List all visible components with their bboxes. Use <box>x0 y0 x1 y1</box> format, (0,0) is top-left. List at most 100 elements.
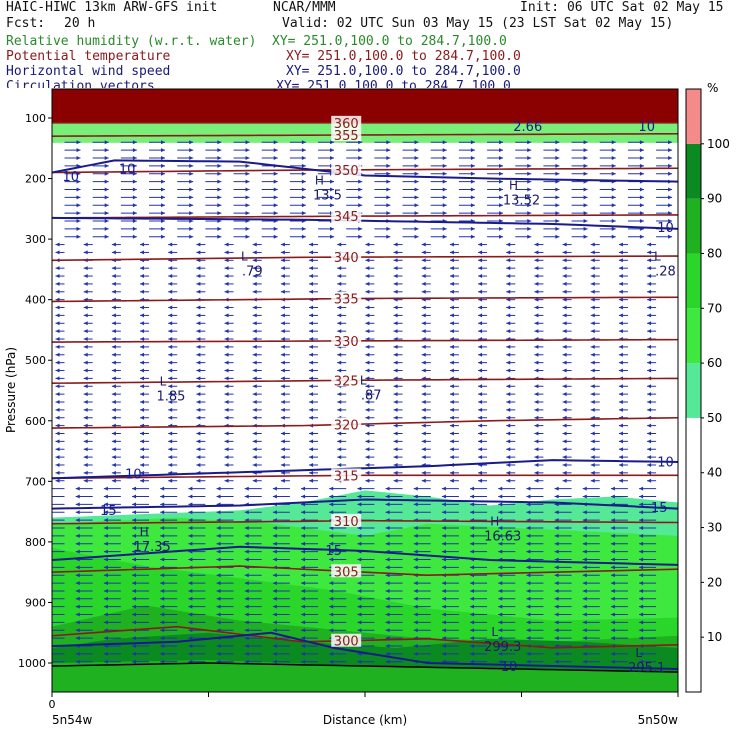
wind-vector-head <box>421 321 426 326</box>
wind-vector-head <box>160 533 165 538</box>
wind-vector-head <box>245 140 250 145</box>
wind-vector-head <box>414 234 419 239</box>
wind-vector-head <box>217 187 222 192</box>
wind-vector-head <box>414 187 419 192</box>
wind-vector-head <box>534 462 539 467</box>
init-time: Init: 06 UTC Sat 02 May 15 <box>520 0 724 15</box>
wind-vector-head <box>554 557 559 562</box>
wind-vector-head <box>252 305 257 310</box>
wind-vector-head <box>301 557 306 562</box>
wind-vector-head <box>309 321 314 326</box>
wind-vector-head <box>196 352 201 357</box>
wind-vector-head <box>449 368 454 373</box>
wind-contour-label: 10 <box>125 467 142 482</box>
wind-vector-head <box>449 289 454 294</box>
field-label-theta: Potential temperature <box>6 49 171 64</box>
wind-vector-head <box>413 604 418 609</box>
wind-vector-head <box>506 305 511 310</box>
wind-vector-head <box>273 148 278 153</box>
wind-vector-head <box>330 179 335 184</box>
wind-vector-head <box>618 250 623 255</box>
wind-vector-head <box>337 439 342 444</box>
wind-vector-head <box>441 596 446 601</box>
theta-contour <box>52 565 678 576</box>
wind-vector-head <box>132 581 137 586</box>
wind-vector-head <box>217 226 222 231</box>
wind-vector-head <box>76 203 81 208</box>
wind-vector-head <box>611 155 616 160</box>
wind-vector-head <box>132 234 137 239</box>
wind-vector-head <box>224 478 229 483</box>
wind-vector-head <box>140 289 145 294</box>
wind-vector-head <box>160 636 165 641</box>
wind-contour-label: 15 <box>651 501 668 516</box>
wind-vector-head <box>75 651 80 656</box>
wind-vector-head <box>478 400 483 405</box>
wind-vector-head <box>140 281 145 286</box>
wind-speed-contour <box>52 159 678 183</box>
wind-vector-head <box>48 550 52 554</box>
wind-vector-head <box>526 659 531 664</box>
wind-vector-head <box>329 612 334 617</box>
wind-vector-head <box>132 612 137 617</box>
wind-vector-head <box>83 368 88 373</box>
wind-vector-head <box>337 266 342 271</box>
wind-vector-head <box>217 195 222 200</box>
wind-vector-head <box>188 644 193 649</box>
wind-vector-head <box>413 612 418 617</box>
wind-vector-head <box>160 651 165 656</box>
wind-vector-head <box>272 588 277 593</box>
wind-vector-head <box>562 392 567 397</box>
wind-vector-head <box>337 455 342 460</box>
theta-contour <box>52 625 678 649</box>
wind-vector-head <box>168 407 173 412</box>
wind-vector-head <box>562 289 567 294</box>
wind-vector-head <box>449 352 454 357</box>
wind-vector-head <box>610 596 615 601</box>
theta-label-bg <box>331 468 362 482</box>
wind-vector-head <box>582 494 587 499</box>
wind-vector-head <box>357 557 362 562</box>
wind-vector-head <box>103 573 108 578</box>
wind-vector-head <box>217 211 222 216</box>
wind-vector-head <box>132 226 137 231</box>
wind-vector-head <box>168 368 173 373</box>
wind-vector-head <box>168 376 173 381</box>
wind-vector-head <box>217 155 222 160</box>
wind-vector-head <box>582 659 587 664</box>
wind-vector-head <box>668 203 673 208</box>
wind-vector-head <box>639 533 644 538</box>
wind-vector-head <box>470 155 475 160</box>
wind-vector-head <box>160 494 165 499</box>
upper-rh-strip <box>52 122 678 143</box>
wind-vector-head <box>618 266 623 271</box>
wind-vector-head <box>132 494 137 499</box>
wind-vector-head <box>111 266 116 271</box>
wind-vector-head <box>618 321 623 326</box>
wind-vector-head <box>590 462 595 467</box>
wind-vector-head <box>272 541 277 546</box>
org-label: NCAR/MMM <box>273 0 336 15</box>
wind-vector-head <box>421 266 426 271</box>
wind-vector-head <box>309 360 314 365</box>
wind-vector-head <box>188 581 193 586</box>
wind-vector-head <box>618 368 623 373</box>
wind-vector-head <box>534 478 539 483</box>
wind-vector-head <box>442 211 447 216</box>
wind-vector-head <box>386 171 391 176</box>
wind-vector-head <box>132 596 137 601</box>
wind-vector-head <box>357 628 362 633</box>
wind-vector-head <box>111 368 116 373</box>
wind-vector-head <box>216 557 221 562</box>
wind-vector-head <box>103 588 108 593</box>
wind-vector-head <box>610 651 615 656</box>
wind-vector-head <box>498 651 503 656</box>
wind-vector-head <box>280 462 285 467</box>
wind-vector-head <box>562 360 567 365</box>
wind-vector-head <box>252 337 257 342</box>
wind-vector-head <box>48 510 52 514</box>
wind-vector-head <box>534 431 539 436</box>
wind-vector-head <box>421 415 426 420</box>
surface-line <box>52 662 678 673</box>
wind-speed-contour <box>52 498 678 510</box>
